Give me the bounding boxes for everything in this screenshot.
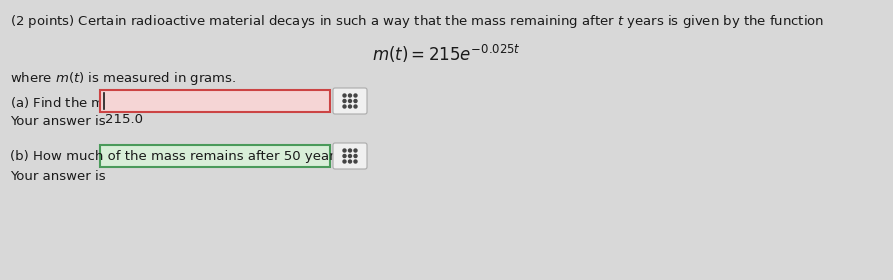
Circle shape	[348, 155, 352, 157]
Text: (2 points) Certain radioactive material decays in such a way that the mass remai: (2 points) Certain radioactive material …	[10, 13, 824, 30]
FancyBboxPatch shape	[333, 143, 367, 169]
Text: 215.0: 215.0	[105, 113, 143, 126]
Circle shape	[354, 155, 357, 157]
Circle shape	[354, 94, 357, 97]
Circle shape	[348, 149, 352, 152]
Text: $m(t) = 215e^{-0.025t}$: $m(t) = 215e^{-0.025t}$	[371, 43, 521, 65]
Text: Your answer is: Your answer is	[10, 170, 105, 183]
Circle shape	[348, 160, 352, 163]
FancyBboxPatch shape	[100, 145, 330, 167]
Circle shape	[348, 105, 352, 108]
Circle shape	[343, 149, 346, 152]
Circle shape	[348, 99, 352, 102]
FancyBboxPatch shape	[100, 90, 330, 112]
FancyBboxPatch shape	[333, 88, 367, 114]
Text: where $m(t)$ is measured in grams.: where $m(t)$ is measured in grams.	[10, 70, 236, 87]
Circle shape	[343, 160, 346, 163]
Circle shape	[354, 99, 357, 102]
Circle shape	[343, 105, 346, 108]
Text: Your answer is: Your answer is	[10, 115, 105, 128]
Circle shape	[343, 155, 346, 157]
Circle shape	[343, 94, 346, 97]
Circle shape	[354, 149, 357, 152]
Circle shape	[354, 160, 357, 163]
Text: (a) Find the mass at time $t$ = 0.: (a) Find the mass at time $t$ = 0.	[10, 95, 220, 110]
Text: (b) How much of the mass remains after 50 years?: (b) How much of the mass remains after 5…	[10, 150, 348, 163]
Circle shape	[348, 94, 352, 97]
Circle shape	[354, 105, 357, 108]
Circle shape	[343, 99, 346, 102]
